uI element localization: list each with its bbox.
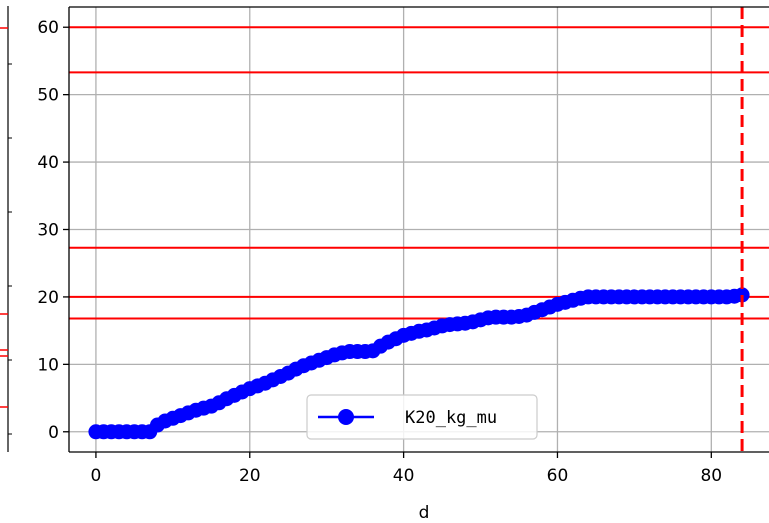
y-tick-label: 10 xyxy=(37,355,59,375)
x-tick-label: 60 xyxy=(547,466,569,486)
x-tick-label: 80 xyxy=(700,466,722,486)
legend-marker xyxy=(338,409,354,425)
y-tick-label: 50 xyxy=(37,86,59,106)
x-tick-label: 20 xyxy=(239,466,261,486)
plot-root: 0 20 40 60 80 0 10 20 30 40 50 60 K20_kg_mu xyxy=(37,6,769,486)
legend-label: K20_kg_mu xyxy=(405,408,497,428)
left-neighbor-panel xyxy=(0,6,12,452)
series-group xyxy=(88,287,750,440)
legend-box xyxy=(306,394,538,440)
series-point xyxy=(734,287,750,303)
x-tick-label: 0 xyxy=(91,466,102,486)
x-tick-label: 40 xyxy=(393,466,415,486)
y-tick-label: 40 xyxy=(37,153,59,173)
y-tick-label: 30 xyxy=(37,221,59,241)
legend: K20_kg_mu xyxy=(306,394,538,440)
x-axis-label: d xyxy=(419,503,430,523)
y-tick-label: 60 xyxy=(37,18,59,38)
y-tick-label: 0 xyxy=(48,423,59,443)
y-tick-label: 20 xyxy=(37,288,59,308)
